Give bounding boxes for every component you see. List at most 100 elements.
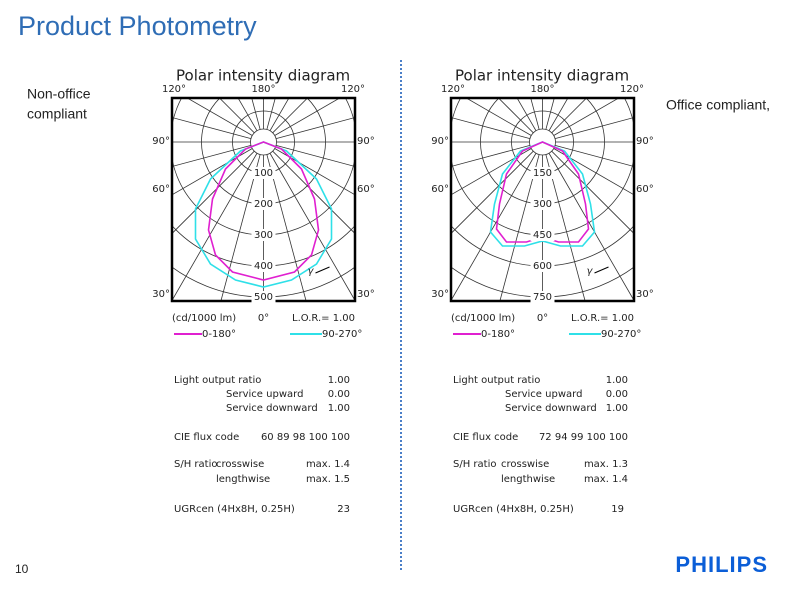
- curve-90-270: [194, 141, 333, 288]
- polar-diagram: Polar intensity diagram 150 300 450 600 750 γ 1…: [431, 67, 654, 341]
- spec-value: 1.00: [328, 375, 350, 386]
- radial-label: 450: [533, 230, 552, 241]
- spoke: [275, 117, 355, 140]
- note: Office compliant,: [666, 97, 770, 113]
- angle-label: 60°: [636, 184, 654, 195]
- diagram-title: Polar intensity diagram: [176, 67, 350, 85]
- spoke: [266, 154, 307, 301]
- spoke: [272, 150, 355, 235]
- spec-table: Light output ratio 1.00 Service upward 0.00…: [453, 375, 628, 515]
- spec-label: lengthwise: [216, 474, 270, 485]
- spec-label: CIE flux code: [453, 432, 518, 443]
- spec-label: S/H ratio: [174, 459, 217, 470]
- spoke: [499, 154, 540, 301]
- angle-label: 120°: [441, 84, 465, 95]
- gamma: γ: [587, 266, 594, 277]
- angle-label: 90°: [152, 136, 170, 147]
- spec-label: S/H ratio: [453, 459, 496, 470]
- spoke: [451, 148, 532, 196]
- spec-label: crosswise: [501, 459, 549, 470]
- spec-value: max. 1.5: [306, 474, 350, 485]
- spoke: [172, 144, 252, 167]
- gamma: γ: [308, 266, 315, 277]
- label-bg: [530, 260, 555, 272]
- label-bg: [251, 229, 276, 241]
- spoke: [553, 98, 620, 136]
- spec-value: 0.00: [606, 389, 628, 400]
- angle-label: 30°: [636, 289, 654, 300]
- spoke: [172, 148, 253, 196]
- lor: L.O.R.= 1.00: [571, 313, 634, 324]
- legend-label: 0-180°: [481, 329, 515, 340]
- angle-label: 90°: [431, 136, 449, 147]
- polar-diagram: Polar intensity diagram 100 200 300 400 500 γ 1…: [152, 67, 375, 341]
- lor: L.O.R.= 1.00: [292, 313, 355, 324]
- spec-label: crosswise: [216, 459, 264, 470]
- spec-value: 1.00: [606, 375, 628, 386]
- angle-label: 90°: [636, 136, 654, 147]
- label-bg: [251, 291, 276, 303]
- spec-label: UGRcen (4Hx8H, 0.25H): [174, 504, 295, 515]
- angle-label: 90°: [357, 136, 375, 147]
- radial-label: 300: [254, 230, 273, 241]
- diagram-title: Polar intensity diagram: [455, 67, 629, 85]
- units: (cd/1000 lm): [451, 313, 515, 324]
- radial-label: 600: [533, 261, 552, 272]
- label-bg: [530, 291, 555, 303]
- spec-label: lengthwise: [501, 474, 555, 485]
- spoke: [186, 98, 253, 136]
- label-bg: [530, 229, 555, 241]
- logo: PHILIPS: [675, 552, 768, 577]
- label-bg: [251, 167, 276, 179]
- radial-label: 750: [533, 292, 552, 303]
- radial-label: 400: [254, 261, 273, 272]
- gamma-arrow: [594, 266, 609, 274]
- legend-label: 0-180°: [202, 329, 236, 340]
- spoke: [545, 154, 586, 301]
- legend-label: 90-270°: [601, 329, 641, 340]
- angle-label: 60°: [431, 184, 449, 195]
- spoke: [172, 117, 252, 140]
- angle-label: 60°: [152, 184, 170, 195]
- spoke: [274, 148, 355, 196]
- spoke: [220, 154, 261, 301]
- spec-label: Service downward: [505, 403, 597, 414]
- angle-label: 180°: [530, 84, 554, 95]
- curve-0-180: [207, 141, 320, 281]
- label-bg: [251, 260, 276, 272]
- spec-table: Light output ratio 1.00 Service upward 0.00…: [174, 375, 350, 515]
- spoke: [516, 98, 537, 131]
- angle-label: 120°: [620, 84, 644, 95]
- label-bg: [530, 198, 555, 210]
- spoke: [269, 98, 290, 131]
- spec-value: 1.00: [606, 403, 628, 414]
- spec-value: 19: [611, 504, 624, 515]
- label-bg: [251, 198, 276, 210]
- spoke: [548, 153, 634, 301]
- radial-label: 300: [533, 199, 552, 210]
- spec-value: max. 1.4: [584, 474, 628, 485]
- zero-angle: 0°: [258, 313, 269, 324]
- page-number: 10: [15, 562, 29, 576]
- angle-label: 120°: [162, 84, 186, 95]
- units: (cd/1000 lm): [172, 313, 236, 324]
- zero-angle: 0°: [537, 313, 548, 324]
- spec-value: 72 94 99 100 100: [539, 432, 628, 443]
- angle-label: 60°: [357, 184, 375, 195]
- angle-label: 30°: [357, 289, 375, 300]
- spec-value: 23: [337, 504, 350, 515]
- spec-label: Service downward: [226, 403, 318, 414]
- spoke: [451, 150, 534, 235]
- gamma-arrow: [315, 266, 330, 274]
- spec-value: max. 1.4: [306, 459, 350, 470]
- spec-value: 1.00: [328, 403, 350, 414]
- spoke: [274, 98, 341, 136]
- spoke: [554, 117, 634, 140]
- radial-label: 150: [533, 168, 552, 179]
- spec-label: UGRcen (4Hx8H, 0.25H): [453, 504, 574, 515]
- radial-label: 500: [254, 292, 273, 303]
- note: compliant: [27, 106, 87, 122]
- angle-label: 180°: [251, 84, 275, 95]
- angle-label: 30°: [431, 289, 449, 300]
